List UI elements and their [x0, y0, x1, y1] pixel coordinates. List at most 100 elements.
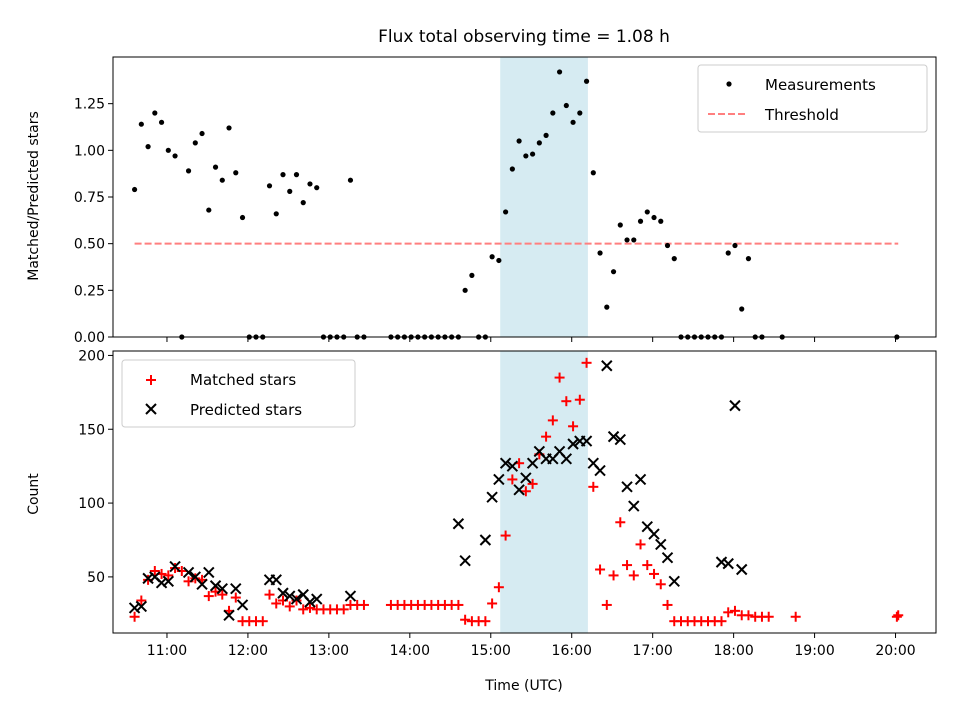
predicted-point [162, 575, 175, 588]
matched-point [595, 564, 606, 575]
measurement-point [745, 256, 752, 262]
matched-point [541, 431, 552, 442]
measurement-point [739, 306, 745, 312]
predicted-point [736, 563, 748, 576]
y-tick-label: 150 [78, 422, 105, 438]
measurement-point [131, 186, 138, 193]
measurement-point [732, 242, 738, 249]
predicted-point [230, 582, 242, 595]
matched-point [264, 589, 275, 600]
matched-point [136, 595, 147, 606]
ratio-panel: 0.00 0.25 0.50 0.75 1.00 1.25 Measurements Thre… [74, 56, 937, 346]
predicted-point [560, 453, 573, 465]
measurement-point [212, 164, 219, 170]
x-tick-label: 17:00 [632, 643, 672, 659]
measurement-point [462, 287, 468, 293]
y-tick-label: 0.75 [74, 190, 105, 206]
measurement-point [583, 78, 590, 84]
matched-point [568, 421, 579, 432]
predicted-point [284, 590, 296, 602]
legend-marker-predicted [145, 403, 157, 415]
x-axis-label: Time (UTC) [484, 678, 562, 694]
predicted-point [513, 484, 525, 496]
measurement-point [503, 209, 509, 215]
measurement-point [165, 147, 171, 153]
matched-point [547, 415, 558, 426]
measurement-point [597, 250, 603, 256]
legend: Measurements Threshold [697, 64, 928, 133]
measurement-point [206, 207, 212, 213]
legend-label-matched: Matched stars [190, 371, 296, 389]
measurement-point [293, 172, 300, 178]
measurement-point [280, 172, 286, 178]
legend-marker-measurements [726, 81, 732, 87]
measurement-point [671, 256, 677, 262]
matched-point [588, 481, 599, 492]
matched-point [649, 568, 660, 579]
matched-point [554, 372, 565, 383]
predicted-point [236, 599, 249, 611]
measurement-point [469, 272, 475, 278]
matched-point [561, 396, 572, 407]
x-tick-label: 15:00 [471, 643, 511, 659]
measurement-point [563, 102, 569, 109]
predicted-point [135, 600, 148, 613]
predicted-point [594, 464, 606, 477]
matched-point [257, 616, 268, 627]
matched-point [129, 611, 140, 622]
matched-point [487, 598, 498, 609]
measurement-point [489, 254, 495, 260]
predicted-point [270, 574, 282, 586]
x-tick-label: 13:00 [309, 643, 349, 659]
legend-label-predicted: Predicted stars [190, 401, 302, 419]
matched-point [298, 604, 309, 615]
predicted-point [614, 433, 626, 446]
matched-point [190, 573, 201, 584]
measurement-point [266, 183, 273, 189]
matched-point [304, 602, 315, 613]
legend-label-threshold: Threshold [764, 106, 839, 124]
measurement-point [158, 119, 165, 125]
matched-point [743, 610, 754, 621]
matched-point [500, 530, 511, 541]
matched-point [763, 611, 774, 622]
measurement-point [199, 130, 205, 137]
measurement-point [590, 170, 596, 176]
matched-point [453, 599, 464, 610]
matched-point [163, 570, 174, 581]
measurement-point [496, 257, 502, 264]
matched-point [642, 560, 653, 571]
legend-frame [697, 64, 928, 133]
measurement-point [219, 177, 225, 183]
matched-point [230, 592, 241, 603]
measurement-point [172, 153, 178, 159]
matched-point [149, 565, 160, 576]
x-tick-label: 11:00 [147, 643, 187, 659]
chart-title: Flux total observing time = 1.08 h [378, 27, 670, 47]
predicted-point [607, 430, 620, 443]
matched-point [493, 582, 504, 593]
x-tick-label: 16:00 [552, 643, 592, 659]
measurement-point [287, 188, 293, 194]
predicted-point [196, 578, 208, 590]
predicted-point [344, 590, 357, 602]
y-tick-label: 0.50 [74, 237, 105, 253]
predicted-point [621, 481, 633, 493]
matched-point [520, 486, 531, 497]
predicted-point [661, 551, 674, 564]
y-tick-label: 1.25 [74, 97, 105, 113]
measurement-point [307, 181, 313, 187]
legend-marker-matched [146, 375, 156, 385]
highlight-span [500, 351, 588, 633]
matched-point [891, 611, 902, 622]
predicted-point [169, 560, 181, 573]
measurement-point [658, 218, 664, 224]
predicted-point [506, 460, 519, 472]
predicted-point [459, 554, 471, 567]
measurement-point [233, 170, 239, 176]
measurement-point [664, 242, 671, 249]
matched-point [203, 591, 214, 602]
measurement-point [347, 177, 354, 183]
matched-point [662, 599, 673, 610]
